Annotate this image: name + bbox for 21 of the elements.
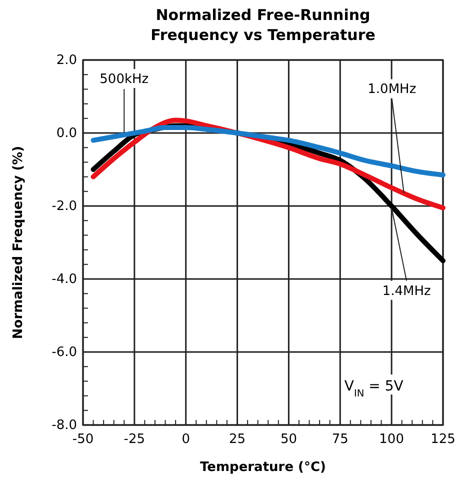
x-tick-label: -25: [124, 432, 146, 447]
x-tick-label: 25: [229, 432, 246, 447]
x-tick-label: 75: [332, 432, 348, 447]
x-tick-label: 125: [430, 432, 456, 447]
y-tick-label: -2.0: [52, 199, 77, 214]
x-tick-label: -50: [72, 432, 94, 447]
x-tick-label: 100: [379, 432, 404, 447]
annotation: V$_{IN}$ = 5V: [344, 378, 404, 399]
y-axis-title: Normalized Frequency (%): [11, 146, 26, 340]
annotation: 1.4MHz: [382, 284, 431, 299]
y-tick-label: -4.0: [52, 272, 77, 287]
x-tick-label: 0: [182, 432, 190, 447]
annotation: 1.0MHz: [368, 82, 416, 98]
chart-title: Normalized Free-Running Frequency vs Temperature: [150, 6, 376, 44]
annotation: 500kHz: [100, 72, 149, 87]
x-tick-label: 50: [280, 432, 297, 447]
x-axis-title: Temperature (°C): [200, 460, 326, 475]
y-tick-label: 0.0: [56, 126, 77, 141]
y-tick-label: -6.0: [52, 345, 77, 360]
y-tick-label: 2.0: [56, 53, 77, 68]
y-tick-label: -8.0: [52, 418, 77, 433]
